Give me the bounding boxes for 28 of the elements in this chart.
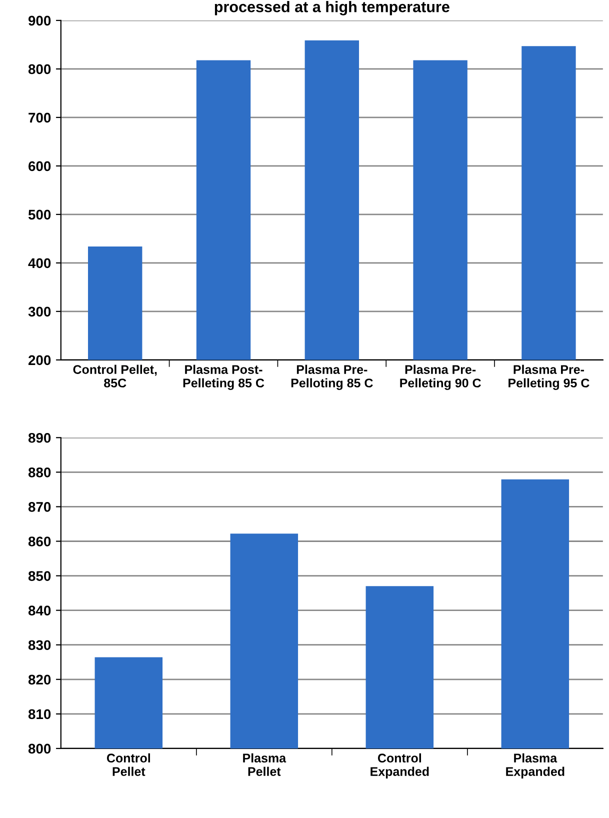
y-tick-label: 870 (28, 502, 51, 512)
x-tick-label: Plasma Pre- Pelleting 90 C (400, 364, 481, 390)
y-tick-label: 860 (28, 536, 51, 546)
y-tick-label: 820 (28, 674, 51, 685)
y-tick-label: 600 (28, 161, 51, 172)
y-tick-label: 850 (28, 571, 51, 581)
y-tick-label: 890 (28, 432, 51, 443)
x-tick-label: Plasma Pellet (243, 753, 286, 776)
x-tick-label: Control Pellet (106, 753, 150, 776)
y-tick-label: 900 (28, 16, 51, 26)
x-tick-label: Plasma Expanded (506, 753, 564, 778)
x-tick-label: Plasma Pre- Pelloting 85 C (291, 364, 373, 390)
y-tick-label: 800 (28, 64, 51, 74)
y-tick-label: 830 (28, 640, 51, 650)
chart-title: processed at a high temperature (214, 1, 450, 16)
x-tick-label: Plasma Pre- Pelleting 95 C (508, 364, 590, 390)
y-tick-label: 840 (28, 606, 51, 616)
y-tick-label: 200 (28, 355, 51, 366)
x-tick-label: Control Pellet, 85C (73, 364, 157, 388)
y-tick-label: 300 (28, 306, 51, 317)
y-tick-label: 400 (28, 258, 51, 268)
x-tick-label: Control Expanded (370, 753, 429, 778)
y-tick-label: 500 (28, 210, 51, 220)
y-tick-label: 880 (28, 468, 51, 478)
y-tick-label: 800 (28, 744, 51, 754)
y-tick-label: 810 (28, 709, 51, 720)
y-tick-label: 700 (28, 112, 51, 123)
x-tick-label: Plasma Post- Pelleting 85 C (183, 364, 264, 390)
